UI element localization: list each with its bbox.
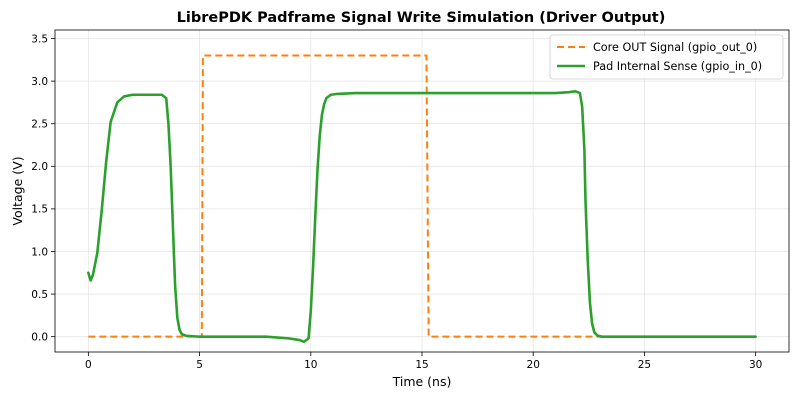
y-axis-label: Voltage (V): [10, 156, 25, 225]
chart-title: LibrePDK Padframe Signal Write Simulatio…: [177, 10, 666, 26]
y-tick-label: 1.5: [31, 204, 48, 216]
legend-box: [549, 34, 784, 80]
y-tick-label: 0.5: [31, 289, 48, 301]
legend-label-pad-sense: Pad Internal Sense (gpio_in_0): [593, 60, 762, 73]
legend-label-core-out: Core OUT Signal (gpio_out_0): [593, 41, 757, 54]
x-axis: 0 5 10 15 20 25 30: [85, 352, 762, 371]
series-line-pad-sense: [87, 90, 757, 344]
x-axis-label: Time (ns): [392, 374, 452, 389]
y-tick-label: 3.5: [31, 33, 48, 45]
grid: [55, 30, 789, 352]
x-tick-label: 10: [304, 359, 317, 371]
y-tick-label: 0.0: [31, 331, 48, 343]
series-layer: [87, 54, 757, 344]
x-tick-label: 15: [415, 359, 428, 371]
y-tick-label: 1.0: [31, 246, 48, 258]
y-tick-label: 2.0: [31, 161, 48, 173]
x-tick-label: 25: [638, 359, 651, 371]
x-tick-label: 0: [85, 359, 92, 371]
x-tick-label: 5: [196, 359, 203, 371]
y-axis: 0.0 0.5 1.0 1.5 2.0 2.5 3.0 3.5: [31, 33, 55, 343]
y-tick-label: 3.0: [31, 76, 48, 88]
y-tick-label: 2.5: [31, 119, 48, 131]
x-tick-label: 30: [749, 359, 762, 371]
x-tick-label: 20: [527, 359, 540, 371]
legend: Core OUT Signal (gpio_out_0) Pad Interna…: [549, 34, 784, 80]
